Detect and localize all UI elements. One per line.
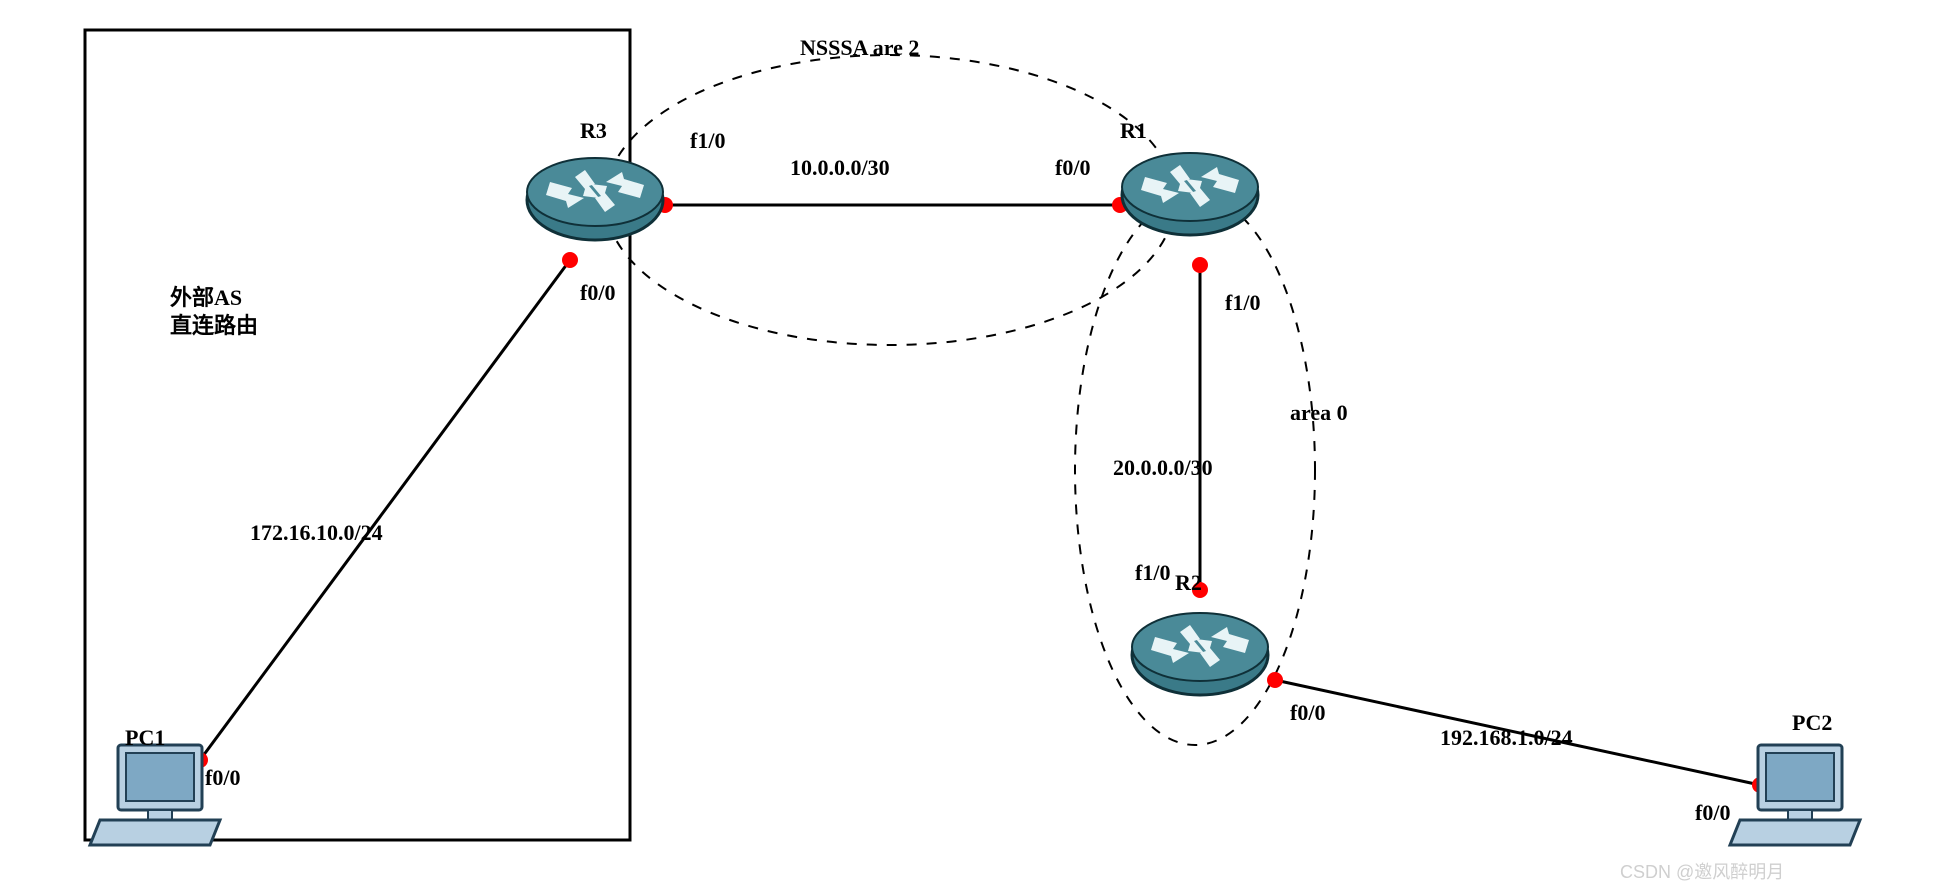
subnet-r3-pc1: 172.16.10.0/24 (250, 520, 383, 546)
if-r3-f10: f1/0 (690, 128, 725, 154)
router-r1 (1122, 153, 1258, 235)
r2-label: R2 (1175, 570, 1202, 596)
links (200, 205, 1760, 785)
area0-label: area 0 (1290, 400, 1348, 426)
r1-label: R1 (1120, 118, 1147, 144)
pc1-label: PC1 (125, 725, 165, 751)
nssa-label: NSSSA are 2 (800, 35, 919, 61)
subnet-r3-r1: 10.0.0.0/30 (790, 155, 890, 181)
watermark: CSDN @邀风醉明月 (1620, 858, 1784, 884)
if-r3-f00: f0/0 (580, 280, 615, 306)
router-r3 (527, 158, 663, 240)
link-endpoints (192, 197, 1768, 793)
if-pc2-f00: f0/0 (1695, 800, 1730, 826)
network-diagram (0, 0, 1939, 889)
if-r2-f10: f1/0 (1135, 560, 1170, 586)
pc2 (1730, 745, 1860, 845)
pc1 (90, 745, 220, 845)
nssa-area-ellipse (605, 55, 1175, 345)
router-r2 (1132, 613, 1268, 695)
if-pc1-f00: f0/0 (205, 765, 240, 791)
if-r1-f10: f1/0 (1225, 290, 1260, 316)
r3-label: R3 (580, 118, 607, 144)
box-caption-2: 直连路由 (170, 308, 258, 340)
subnet-r1-r2: 20.0.0.0/30 (1113, 455, 1213, 481)
external-as-box (85, 30, 630, 840)
if-r1-f00: f0/0 (1055, 155, 1090, 181)
pc2-label: PC2 (1792, 710, 1832, 736)
if-r2-f00: f0/0 (1290, 700, 1325, 726)
subnet-r2-pc2: 192.168.1.0/24 (1440, 725, 1573, 751)
